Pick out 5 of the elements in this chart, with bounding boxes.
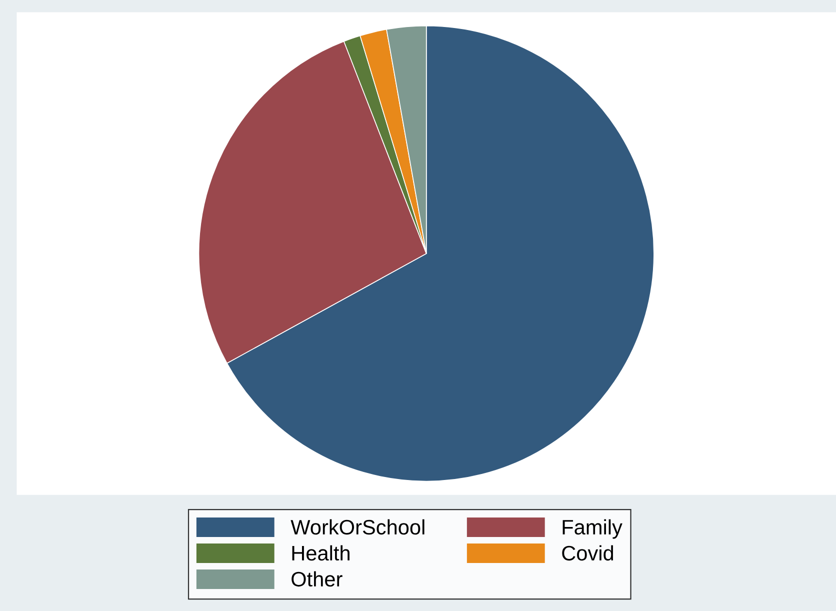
legend-label: Covid [562, 545, 614, 561]
legend-label: Other [292, 571, 342, 587]
legend-label: Health [292, 545, 350, 561]
legend-label: Family [562, 519, 622, 539]
legend-label: WorkOrSchool [290, 519, 424, 535]
